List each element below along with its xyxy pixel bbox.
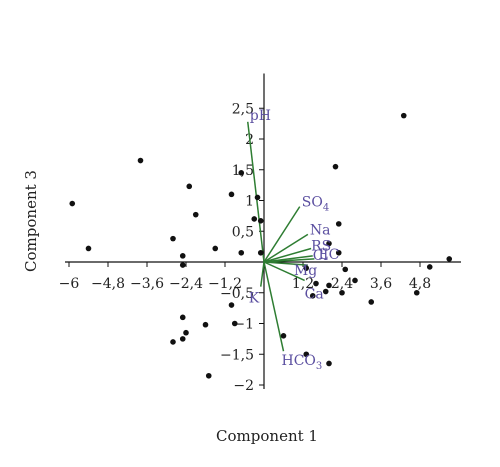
data-point: [170, 235, 176, 242]
vector-rs: [263, 247, 312, 263]
data-point: [446, 256, 453, 262]
data-point: [254, 194, 261, 201]
data-point: [309, 293, 316, 299]
y-tick-label: −1: [233, 317, 254, 333]
data-point: [179, 262, 186, 268]
data-point: [326, 282, 332, 289]
vector-na: [263, 233, 309, 263]
y-tick-label: 0,5: [232, 224, 254, 240]
vector-k: [260, 261, 265, 287]
x-tick-label: 1,2: [292, 276, 314, 292]
data-point: [69, 200, 76, 207]
data-point: [238, 170, 245, 176]
y-axis-title: Component 3: [22, 170, 40, 272]
x-tick-label: −1,2: [208, 276, 242, 292]
y-tick-label: 2,5: [232, 101, 254, 117]
data-point: [332, 163, 339, 170]
data-point: [413, 289, 420, 296]
data-point: [368, 299, 375, 305]
data-point: [257, 249, 264, 256]
vector-label-hco3: HCO3: [282, 353, 323, 372]
x-tick-label: 3,6: [370, 276, 392, 292]
vector-label-ph: pH: [250, 108, 271, 124]
vector-label-ec: EC: [318, 247, 339, 263]
data-point: [183, 329, 189, 336]
data-point: [179, 253, 186, 259]
vector-label-na: Na: [310, 222, 331, 238]
data-point: [303, 265, 310, 271]
data-point: [179, 314, 186, 321]
data-point: [212, 245, 219, 252]
y-tick-label: −1,5: [220, 347, 254, 363]
data-point: [326, 360, 332, 367]
data-point: [228, 191, 235, 198]
data-point: [335, 221, 342, 227]
x-tick-label: −3,6: [130, 276, 164, 292]
data-point: [342, 266, 349, 273]
x-tick-label: −4,8: [91, 276, 125, 292]
data-point: [326, 240, 332, 247]
data-point: [280, 333, 287, 339]
x-tick-label: 2,4: [331, 276, 353, 292]
vector-label-ca: Ca: [305, 286, 324, 302]
vector-ec: [263, 258, 315, 263]
vector-label-k: K: [249, 291, 260, 307]
y-tick-label: −2: [233, 378, 254, 394]
vector-ph: [247, 121, 265, 263]
x-axis-title: Component 1: [216, 427, 318, 445]
data-point: [251, 216, 258, 222]
data-point: [426, 264, 433, 270]
score-points: [69, 112, 453, 379]
y-tick-label: −0,5: [220, 286, 254, 302]
data-point: [352, 277, 358, 284]
data-point: [202, 321, 209, 328]
data-point: [313, 280, 319, 287]
data-point: [192, 211, 199, 218]
data-point: [85, 245, 92, 252]
data-point: [170, 339, 176, 345]
x-tick-label: 4,8: [409, 276, 431, 292]
vector-ca: [263, 261, 305, 282]
data-point: [339, 289, 345, 296]
vector-mg: [263, 261, 308, 266]
y-tick-label: 1: [245, 194, 254, 210]
x-tick-label: −6: [59, 276, 80, 292]
data-point: [186, 183, 193, 190]
loading-vectors: [247, 121, 315, 352]
data-point: [228, 302, 235, 308]
data-point: [257, 217, 264, 224]
data-point: [335, 249, 342, 256]
data-point: [400, 112, 407, 119]
data-point: [303, 351, 310, 358]
vector-so4: [263, 206, 301, 263]
vector-hco3: [263, 261, 285, 352]
data-point: [179, 336, 186, 342]
data-point: [238, 249, 245, 256]
vector-label-mg: Mg: [294, 263, 317, 279]
data-point: [322, 288, 329, 295]
data-point: [231, 320, 238, 327]
vector-label-cl: Cl: [313, 248, 329, 264]
vector-label-so4: SO4: [302, 195, 329, 214]
x-tick-label: −2,4: [169, 276, 203, 292]
axes: −6 −4,8 −3,6 −2,4 −1,2 1,2 2,4 3,6 4,8 −2 −1,5 −1 −0…: [59, 73, 461, 394]
vector-label-rs: RS: [311, 238, 331, 254]
data-point: [137, 157, 144, 164]
data-point: [205, 372, 212, 379]
